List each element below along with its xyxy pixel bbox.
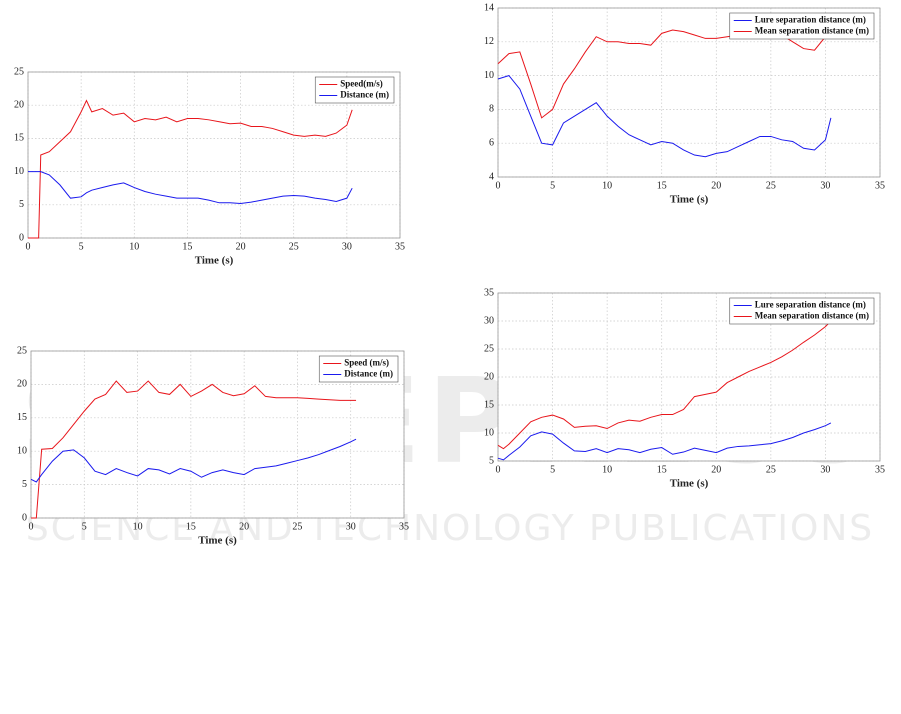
y-tick-label: 25 bbox=[484, 343, 494, 354]
data-line bbox=[497, 320, 832, 450]
x-tick-label: 0 bbox=[496, 464, 501, 475]
x-tick-label: 35 bbox=[875, 464, 885, 475]
y-tick-label: 0 bbox=[19, 232, 24, 243]
y-tick-label: 10 bbox=[484, 70, 494, 81]
y-tick-label: 10 bbox=[484, 427, 494, 438]
plot-frame bbox=[27, 71, 401, 239]
x-axis-label: Time (s) bbox=[198, 535, 237, 547]
y-tick-label: 14 bbox=[484, 2, 494, 13]
x-tick-label: 20 bbox=[236, 241, 246, 252]
x-tick-label: 30 bbox=[342, 241, 352, 252]
x-tick-label: 25 bbox=[292, 521, 302, 532]
x-tick-label: 20 bbox=[239, 521, 249, 532]
x-axis-label: Time (s) bbox=[195, 255, 234, 267]
x-tick-label: 20 bbox=[711, 464, 721, 475]
y-tick-label: 5 bbox=[22, 479, 27, 490]
y-tick-label: 5 bbox=[489, 455, 494, 466]
legend-box bbox=[729, 12, 875, 40]
y-tick-label: 20 bbox=[14, 99, 24, 110]
data-line bbox=[30, 438, 357, 483]
legend-label: Mean separation distance (m) bbox=[755, 311, 869, 321]
y-tick-label: 12 bbox=[484, 36, 494, 47]
x-tick-label: 35 bbox=[875, 180, 885, 191]
legend-box bbox=[314, 76, 395, 104]
x-tick-label: 25 bbox=[289, 241, 299, 252]
chart: 0 5 10 15 20 25 0 5 10 15 20 25 30 35 Time (s) Speed (m… bbox=[17, 345, 409, 546]
legend: Lure separation distance (m)Mean separat… bbox=[729, 12, 875, 40]
x-tick-label: 5 bbox=[550, 180, 555, 191]
y-tick-label: 35 bbox=[484, 287, 494, 298]
legend-label: Speed (m/s) bbox=[344, 358, 389, 368]
legend-label: Speed(m/s) bbox=[340, 79, 383, 89]
x-tick-label: 25 bbox=[766, 464, 776, 475]
y-tick-label: 25 bbox=[17, 345, 27, 356]
x-tick-label: 5 bbox=[82, 521, 87, 532]
y-tick-label: 8 bbox=[489, 104, 494, 115]
legend-box bbox=[729, 297, 875, 325]
x-tick-label: 15 bbox=[657, 180, 667, 191]
legend: Lure separation distance (m)Mean separat… bbox=[729, 297, 875, 325]
x-tick-label: 30 bbox=[820, 464, 830, 475]
x-tick-label: 25 bbox=[766, 180, 776, 191]
x-tick-label: 0 bbox=[29, 521, 34, 532]
plot-frame bbox=[30, 350, 405, 519]
data-line bbox=[497, 75, 832, 158]
y-tick-label: 10 bbox=[14, 166, 24, 177]
x-tick-label: 30 bbox=[346, 521, 356, 532]
legend-label: Mean separation distance (m) bbox=[755, 26, 869, 36]
y-tick-label: 15 bbox=[17, 412, 27, 423]
plot-frame bbox=[497, 7, 881, 178]
x-tick-label: 10 bbox=[602, 464, 612, 475]
x-tick-label: 5 bbox=[79, 241, 84, 252]
x-axis-label: Time (s) bbox=[670, 478, 709, 490]
y-tick-label: 10 bbox=[17, 445, 27, 456]
legend-label: Distance (m) bbox=[340, 90, 389, 100]
x-tick-label: 0 bbox=[26, 241, 31, 252]
x-tick-label: 5 bbox=[550, 464, 555, 475]
x-axis-label: Time (s) bbox=[670, 194, 709, 206]
y-tick-label: 4 bbox=[489, 171, 494, 182]
y-tick-label: 20 bbox=[17, 379, 27, 390]
y-tick-label: 6 bbox=[489, 137, 494, 148]
legend: Speed (m/s)Distance (m) bbox=[318, 355, 399, 383]
y-tick-label: 0 bbox=[22, 512, 27, 523]
y-tick-label: 25 bbox=[14, 66, 24, 77]
y-tick-label: 20 bbox=[484, 371, 494, 382]
x-tick-label: 15 bbox=[657, 464, 667, 475]
y-tick-label: 15 bbox=[484, 399, 494, 410]
y-tick-label: 30 bbox=[484, 315, 494, 326]
chart: 0 5 10 15 20 25 0 5 10 15 20 25 30 35 Time (s) Speed(m/… bbox=[14, 66, 405, 266]
x-tick-label: 10 bbox=[133, 521, 143, 532]
legend-label: Lure separation distance (m) bbox=[755, 15, 866, 25]
data-line bbox=[497, 422, 832, 461]
x-tick-label: 35 bbox=[395, 241, 405, 252]
x-tick-label: 20 bbox=[711, 180, 721, 191]
x-tick-label: 10 bbox=[602, 180, 612, 191]
data-line bbox=[28, 99, 353, 239]
plot-frame bbox=[497, 292, 881, 462]
x-tick-label: 10 bbox=[129, 241, 139, 252]
x-tick-label: 30 bbox=[820, 180, 830, 191]
x-tick-label: 15 bbox=[186, 521, 196, 532]
data-line bbox=[31, 380, 357, 519]
legend-label: Lure separation distance (m) bbox=[755, 300, 866, 310]
y-tick-label: 15 bbox=[14, 133, 24, 144]
legend-box bbox=[318, 355, 399, 383]
y-tick-label: 5 bbox=[19, 199, 24, 210]
legend-label: Distance (m) bbox=[344, 369, 393, 379]
x-tick-label: 35 bbox=[399, 521, 409, 532]
data-line bbox=[28, 171, 353, 204]
x-tick-label: 0 bbox=[496, 180, 501, 191]
legend: Speed(m/s)Distance (m) bbox=[314, 76, 395, 104]
chart: 4 6 8 10 12 14 0 5 10 15 20 25 30 35 Time (s) Lure sepa… bbox=[484, 2, 885, 205]
x-tick-label: 15 bbox=[182, 241, 192, 252]
